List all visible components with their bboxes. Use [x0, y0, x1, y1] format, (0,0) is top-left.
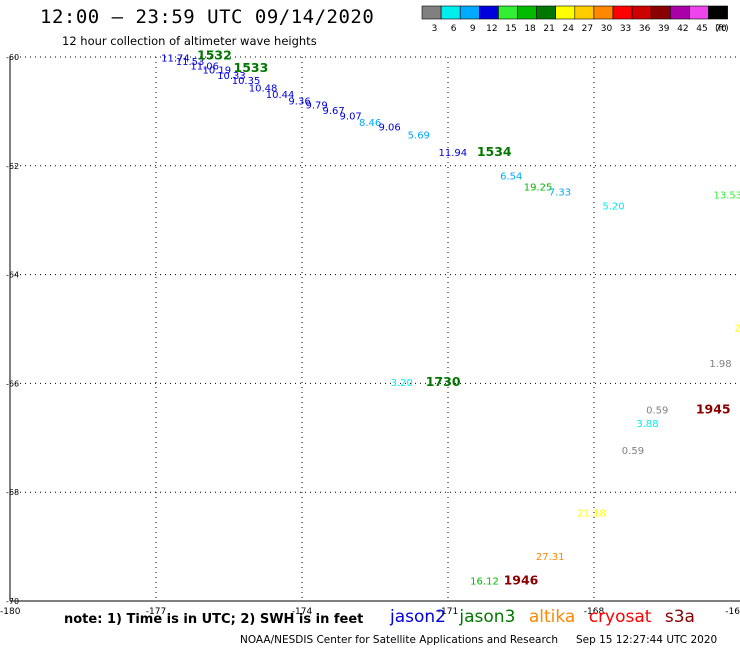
footnote: note: 1) Time is in UTC; 2) SWH is in fe…	[64, 612, 364, 627]
wave-height-label: 13.53	[714, 190, 740, 201]
pass-time-label: 1534	[477, 144, 512, 159]
wave-height-label: 1.98	[709, 359, 731, 370]
credit-timestamp: Sep 15 12:27:44 UTC 2020	[576, 634, 718, 646]
wave-height-label: 10.33	[217, 71, 246, 82]
wave-height-label: 11.06	[190, 62, 219, 73]
color-bin-label: 70	[715, 24, 727, 34]
color-bin-label: 30	[601, 24, 613, 34]
legend-altika: altika	[528, 607, 576, 627]
wave-height-label: 21.18	[577, 509, 606, 520]
wave-height-label: 7.33	[549, 188, 571, 199]
color-bin-label: 15	[505, 24, 516, 34]
color-bin-label: 39	[658, 24, 670, 34]
color-bin-label: 36	[639, 24, 651, 34]
wave-height-label: 5.20	[602, 201, 624, 212]
pass-time-label: 1946	[504, 573, 539, 588]
wave-height-label: 9.36	[288, 96, 310, 107]
unit-label: (ft)	[715, 24, 729, 34]
x-tick-label: -171	[438, 607, 458, 617]
wave-height-label: 10.48	[249, 83, 278, 94]
pass-time-label: 1730	[426, 374, 461, 389]
color-bin-label: 24	[563, 24, 575, 34]
satellite-legend: jason2 jason3 altika cryosat s3a	[390, 607, 703, 627]
wave-height-label: 10.44	[266, 90, 295, 101]
wave-height-label: 9.79	[305, 101, 327, 112]
chart-title: 12:00 – 23:59 UTC 09/14/2020	[40, 6, 375, 28]
wave-height-label: 10.35	[232, 76, 261, 87]
legend-jason2: jason2	[390, 607, 446, 627]
credit-text: NOAA/NESDIS Center for Satellite Applica…	[240, 634, 558, 646]
pass-time-label: 1533	[234, 60, 269, 75]
wave-height-label: 0.59	[646, 405, 668, 416]
color-bin-label: 21	[543, 24, 554, 34]
y-tick-label: -60	[6, 53, 19, 62]
credit-line: NOAA/NESDIS Center for Satellite Applica…	[240, 634, 717, 646]
wave-height-label: 9.67	[323, 106, 345, 117]
legend-s3a: s3a	[664, 607, 695, 627]
y-tick-label: -70	[6, 597, 19, 606]
wave-height-label: 19.25	[524, 182, 553, 193]
y-tick-label: -66	[6, 379, 19, 388]
x-corner-label-right: -16	[725, 607, 740, 617]
wave-height-label: 9.06	[378, 122, 400, 133]
x-tick-label: -174	[292, 607, 313, 617]
color-bin-label: 6	[451, 24, 457, 34]
wave-height-label: 11.53	[176, 57, 205, 68]
wave-height-label: 11.94	[439, 148, 468, 159]
color-bin-label: 12	[486, 24, 497, 34]
wave-height-label: 0.59	[622, 446, 644, 457]
wave-height-label: 9.07	[340, 112, 362, 123]
wave-height-label: 27.31	[536, 552, 565, 563]
wave-height-label: 8.46	[359, 118, 381, 129]
color-bin-label: 3	[432, 24, 438, 34]
y-tick-label: -62	[6, 162, 19, 171]
wave-height-label: 6.54	[500, 171, 522, 182]
pass-time-label: 1532	[197, 48, 232, 63]
pass-time-label: 1945	[696, 401, 731, 416]
color-bin-label: 45	[696, 24, 707, 34]
color-bin-label: 27	[582, 24, 593, 34]
x-tick-label: -168	[584, 607, 605, 617]
wave-height-label: 5.69	[408, 131, 430, 142]
x-corner-label-left: -180	[0, 607, 21, 617]
wave-height-label: 10.19	[203, 65, 232, 76]
wave-height-label: 11.74	[161, 53, 190, 64]
color-bin-label: 18	[524, 24, 536, 34]
color-bin-label: 33	[620, 24, 631, 34]
wave-height-label: 3.20	[391, 378, 413, 389]
color-bin-70	[708, 5, 728, 20]
color-bin-label: 42	[677, 24, 688, 34]
x-tick-label: -177	[146, 607, 166, 617]
chart-subtitle: 12 hour collection of altimeter wave hei…	[62, 34, 317, 48]
color-bin-label: 9	[470, 24, 476, 34]
wave-height-label: 2	[734, 324, 740, 335]
y-tick-label: -64	[6, 271, 19, 280]
legend-cryosat: cryosat	[588, 607, 652, 627]
y-tick-label: -68	[6, 488, 19, 497]
wave-height-label: 3.88	[636, 419, 658, 430]
wave-height-label: 16.12	[470, 577, 499, 588]
legend-jason3: jason3	[459, 607, 516, 627]
color-scale-bar: 3 6 9 12 15 18 21 24 27 30 33 36 39 42 45 70(ft)	[421, 5, 729, 34]
